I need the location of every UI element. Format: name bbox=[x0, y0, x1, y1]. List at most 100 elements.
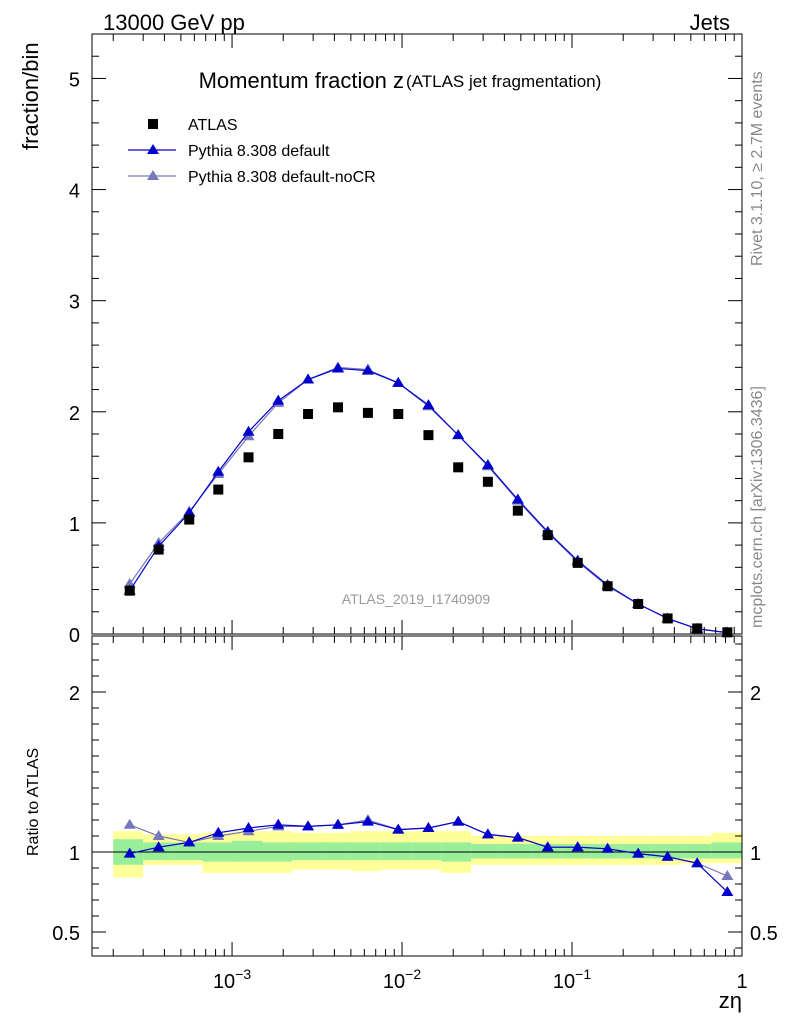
x-tick-label-base: 10 bbox=[383, 971, 405, 993]
ratio-frame bbox=[91, 635, 743, 957]
energy-label: 13000 GeV pp bbox=[103, 10, 245, 35]
ratio-point-1 bbox=[123, 818, 136, 829]
legend-label-nocr: Pythia 8.308 default-noCR bbox=[188, 169, 376, 186]
ratio-y-tick-label-left: 0.5 bbox=[52, 923, 80, 945]
atlas-data-point bbox=[273, 429, 284, 439]
band-inner bbox=[232, 840, 262, 862]
ratio-point-0 bbox=[183, 836, 196, 847]
ratio-point-0 bbox=[152, 841, 165, 852]
ratio-point-0 bbox=[601, 842, 614, 853]
x-tick-label-exp: −2 bbox=[405, 966, 421, 982]
ratio-point-0 bbox=[212, 826, 225, 837]
ratio-panel-series bbox=[123, 814, 734, 896]
side-label-bottom: mcplots.cern.ch [arXiv:1306.3436] bbox=[749, 386, 766, 628]
atlas-data-point bbox=[303, 409, 314, 419]
atlas-data-point bbox=[453, 462, 464, 473]
legend-label-default: Pythia 8.308 default bbox=[188, 143, 330, 160]
y-tick-label: 2 bbox=[69, 403, 80, 425]
atlas-data-point bbox=[692, 623, 703, 634]
ratio-point-0 bbox=[452, 815, 465, 826]
atlas-data-point bbox=[722, 627, 733, 638]
ratio-point-0 bbox=[721, 886, 734, 896]
band-inner bbox=[471, 844, 501, 859]
ratio-point-0 bbox=[272, 818, 285, 829]
main-panel-series bbox=[123, 361, 734, 638]
atlas-data-point bbox=[482, 476, 493, 487]
ratio-point-0 bbox=[632, 847, 645, 858]
band-inner bbox=[350, 842, 381, 860]
category-label: Jets bbox=[690, 10, 730, 35]
main-ylabel: fraction/bin bbox=[18, 42, 43, 150]
y-tick-label: 0 bbox=[69, 625, 80, 647]
x-tick-label-base: 10 bbox=[553, 971, 575, 993]
watermark: ATLAS_2019_I1740909 bbox=[342, 591, 491, 607]
atlas-data-point bbox=[332, 402, 343, 413]
ratio-point-0 bbox=[392, 823, 405, 834]
x-tick-label-exp: −1 bbox=[575, 966, 591, 982]
atlas-data-point bbox=[362, 407, 373, 418]
ratio-point-0 bbox=[123, 847, 136, 858]
series-point-1 bbox=[212, 465, 225, 476]
x-tick-label: 10−2 bbox=[383, 966, 421, 993]
atlas-data-point bbox=[602, 581, 613, 592]
ratio-point-0 bbox=[541, 841, 554, 852]
main-frame bbox=[91, 33, 743, 635]
atlas-data-point bbox=[572, 557, 583, 568]
band-inner bbox=[291, 842, 323, 860]
ratio-point-0 bbox=[422, 822, 435, 832]
atlas-data-point bbox=[153, 544, 164, 555]
y-tick-label: 1 bbox=[69, 514, 80, 536]
atlas-data-point bbox=[662, 613, 673, 624]
series-point-1 bbox=[242, 425, 255, 436]
legend-marker-nocr bbox=[147, 170, 159, 180]
band-inner bbox=[380, 842, 412, 860]
legend-marker-default bbox=[147, 144, 159, 154]
atlas-data-point bbox=[243, 452, 254, 463]
ratio-point-0 bbox=[361, 815, 374, 826]
ratio-point-0 bbox=[331, 818, 344, 829]
series-point-1 bbox=[361, 364, 374, 375]
y-tick-label: 5 bbox=[69, 69, 80, 91]
x-tick-label-exp: −3 bbox=[235, 966, 251, 982]
x-tick-label: 1 bbox=[736, 971, 747, 993]
ratio-point-0 bbox=[571, 841, 584, 852]
ratio-y-tick-label-right: 0.5 bbox=[750, 923, 778, 945]
plot-title: Momentum fraction z (ATLAS jet fragmenta… bbox=[199, 68, 602, 93]
side-label-top: Rivet 3.1.10, ≥ 2.7M events bbox=[749, 71, 766, 266]
band-inner bbox=[711, 842, 742, 859]
x-tick-label: 10−3 bbox=[213, 966, 251, 993]
atlas-data-point bbox=[512, 505, 523, 516]
band-inner bbox=[681, 844, 712, 859]
ratio-ylabel: Ratio to ATLAS bbox=[25, 748, 42, 856]
series-point-1 bbox=[511, 493, 524, 504]
ratio-point-0 bbox=[661, 850, 674, 861]
atlas-data-point bbox=[633, 599, 644, 609]
series-point-1 bbox=[422, 399, 435, 410]
ratio-xlabel: zη bbox=[719, 988, 742, 1013]
series-point-1 bbox=[302, 373, 315, 384]
atlas-data-point bbox=[124, 585, 135, 596]
ratio-point-1 bbox=[721, 870, 734, 880]
y-tick-label: 3 bbox=[69, 292, 80, 314]
ratio-point-0 bbox=[242, 822, 255, 832]
atlas-data-point bbox=[184, 514, 195, 525]
ratio-y-tick-label-left: 1 bbox=[69, 843, 80, 865]
band-inner bbox=[411, 842, 442, 860]
title-main: Momentum fraction z bbox=[199, 68, 404, 93]
band-inner bbox=[500, 844, 532, 859]
series-point-1 bbox=[331, 362, 344, 373]
legend-label-atlas: ATLAS bbox=[188, 117, 238, 134]
series-point-1 bbox=[481, 459, 494, 470]
ratio-y-tick-label-right: 2 bbox=[750, 683, 761, 705]
ratio-point-1 bbox=[152, 830, 165, 840]
band-inner bbox=[651, 844, 682, 859]
legend: ATLAS Pythia 8.308 default Pythia 8.308 … bbox=[128, 117, 376, 186]
atlas-data-point bbox=[423, 430, 434, 441]
series-point-1 bbox=[183, 506, 196, 517]
atlas-data-point bbox=[542, 530, 553, 541]
ratio-point-0 bbox=[302, 820, 315, 831]
ratio-point-0 bbox=[691, 857, 704, 868]
ratio-point-0 bbox=[511, 831, 524, 842]
ratio-point-0 bbox=[481, 828, 494, 839]
